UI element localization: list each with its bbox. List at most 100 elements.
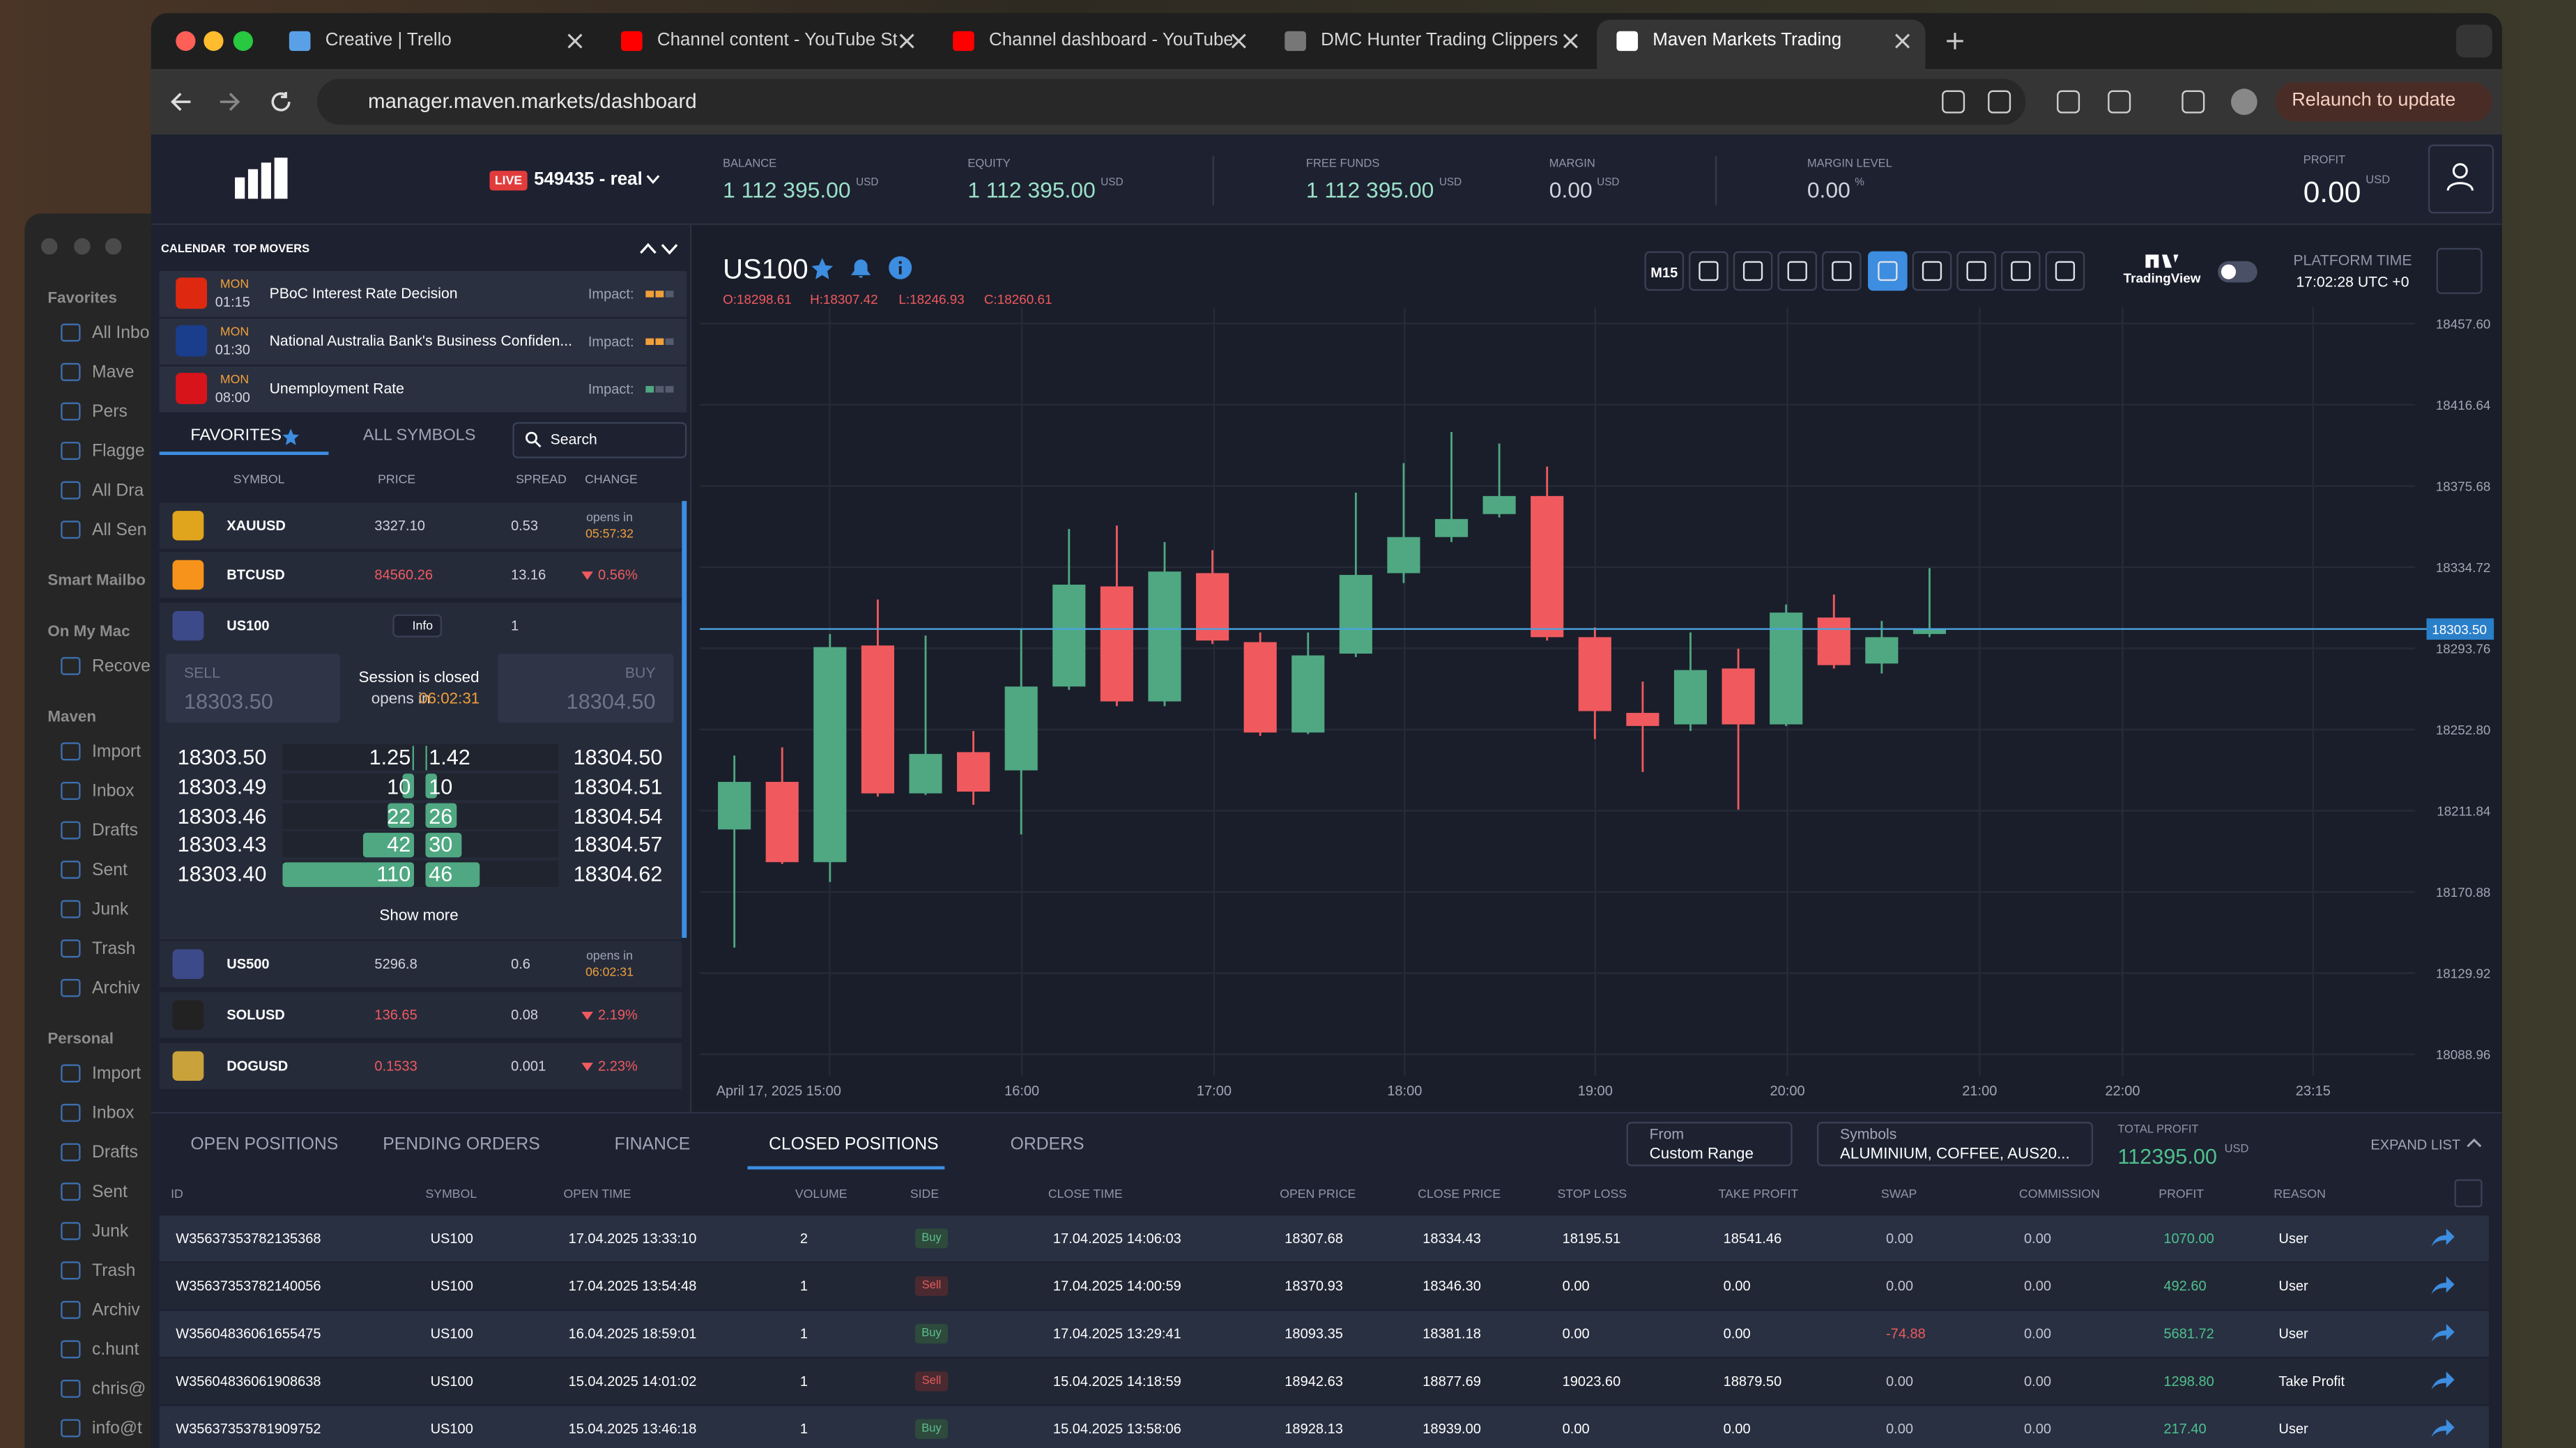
event-row[interactable] <box>159 270 687 317</box>
chart-tool[interactable] <box>1822 251 1862 291</box>
traffic-light[interactable] <box>204 31 224 52</box>
expand-list[interactable]: EXPAND LIST <box>2370 1136 2461 1153</box>
info-badge[interactable] <box>392 614 443 638</box>
mail-folder[interactable]: Sent <box>92 1182 128 1202</box>
mail-folder[interactable]: info@t <box>92 1418 142 1439</box>
tab-menu[interactable] <box>2455 24 2492 58</box>
mail-folder[interactable]: Archiv <box>92 978 140 999</box>
table-header[interactable]: STOP LOSS <box>1557 1186 1627 1201</box>
tab-close[interactable] <box>567 33 583 49</box>
table-header[interactable]: ID <box>171 1186 183 1201</box>
reload[interactable] <box>271 92 291 111</box>
mail-folder[interactable]: Junk <box>92 1222 129 1242</box>
account-caret[interactable] <box>646 175 660 184</box>
search-box[interactable] <box>512 422 687 459</box>
sell-button[interactable] <box>166 654 340 723</box>
chart-tool[interactable] <box>1733 251 1773 291</box>
table-row[interactable] <box>159 1405 2490 1448</box>
table-header[interactable]: COMMISSION <box>2018 1186 2100 1201</box>
toolbar-icon[interactable] <box>2057 90 2080 114</box>
chart-tool[interactable] <box>1912 251 1952 291</box>
mail-folder[interactable]: All Inbo <box>92 323 150 344</box>
mail-folder[interactable]: Inbox <box>92 781 135 801</box>
chart-tool[interactable] <box>2001 251 2041 291</box>
share-icon[interactable] <box>2431 1371 2455 1390</box>
mail-folder[interactable]: Mave <box>92 362 135 383</box>
from-filter[interactable] <box>1626 1121 1793 1166</box>
bottom-tab[interactable]: ORDERS <box>1010 1134 1084 1155</box>
mail-folder[interactable]: Drafts <box>92 820 139 841</box>
show-more[interactable]: Show more <box>379 907 459 925</box>
forward[interactable] <box>220 92 240 111</box>
browser-tab[interactable]: Maven Markets Trading <box>1653 31 1842 50</box>
bottom-tab[interactable]: OPEN POSITIONS <box>190 1134 339 1155</box>
download-button[interactable] <box>2454 1179 2483 1208</box>
chart-tool[interactable] <box>1689 251 1728 291</box>
mail-folder[interactable]: Trash <box>92 939 136 959</box>
mail-folder[interactable]: Junk <box>92 900 129 920</box>
account[interactable]: 549435 - real <box>534 169 643 190</box>
new-tab[interactable] <box>1947 33 1963 49</box>
calendar-tab[interactable]: TOP MOVERS <box>233 244 310 256</box>
calendar-tab[interactable]: CALENDAR <box>161 244 226 256</box>
mail-folder[interactable]: chris@ <box>92 1379 146 1399</box>
symbol-row[interactable] <box>159 550 682 599</box>
table-header[interactable]: REASON <box>2274 1186 2326 1201</box>
tab-close[interactable] <box>1231 33 1246 49</box>
fav-star[interactable] <box>811 258 834 279</box>
user-button[interactable] <box>2428 144 2494 214</box>
info-icon[interactable] <box>889 256 912 279</box>
bell[interactable] <box>851 258 871 279</box>
bottom-tab[interactable]: PENDING ORDERS <box>383 1134 540 1155</box>
bottom-tab[interactable]: FINANCE <box>614 1134 691 1155</box>
watch-tab[interactable]: ALL SYMBOLS <box>362 426 476 445</box>
buy-button[interactable] <box>498 654 674 723</box>
toolbar-icon[interactable] <box>2108 90 2131 114</box>
symbols-filter[interactable] <box>1817 1121 2093 1166</box>
mail-folder[interactable]: Trash <box>92 1261 136 1281</box>
chart-tool[interactable] <box>2045 251 2085 291</box>
share-icon[interactable] <box>2431 1323 2455 1342</box>
table-row[interactable] <box>159 1263 2490 1309</box>
table-header[interactable]: SYMBOL <box>425 1186 477 1201</box>
mail-folder[interactable]: Import <box>92 741 141 762</box>
browser-tab[interactable]: Channel content - YouTube St <box>657 31 898 50</box>
mail-folder[interactable]: Import <box>92 1063 141 1084</box>
table-header[interactable]: CLOSE TIME <box>1048 1186 1123 1201</box>
mail-folder[interactable]: All Sen <box>92 520 147 540</box>
browser-tab[interactable]: Channel dashboard - YouTube <box>989 31 1232 50</box>
bottom-tab[interactable]: CLOSED POSITIONS <box>769 1134 939 1155</box>
table-header[interactable]: PROFIT <box>2159 1186 2205 1201</box>
browser-tab[interactable]: Creative | Trello <box>325 31 452 50</box>
table-header[interactable]: VOLUME <box>795 1186 848 1201</box>
relaunch-button[interactable] <box>2275 82 2492 122</box>
table-header[interactable]: OPEN PRICE <box>1280 1186 1356 1201</box>
chart-tool[interactable] <box>1644 251 1685 291</box>
browser-tab[interactable]: DMC Hunter Trading Clippers <box>1321 31 1558 50</box>
chart-tool[interactable] <box>1777 251 1817 291</box>
mail-folder[interactable]: c.hunt <box>92 1339 139 1360</box>
mail-folder[interactable]: Pers <box>92 401 128 422</box>
mail-folder[interactable]: Inbox <box>92 1103 135 1123</box>
chart-tool[interactable] <box>1868 251 1908 291</box>
event-row[interactable] <box>159 318 687 365</box>
table-header[interactable]: SIDE <box>910 1186 940 1201</box>
symbol-row[interactable] <box>159 940 682 988</box>
share-icon[interactable] <box>2431 1276 2455 1295</box>
expand-caret[interactable] <box>2467 1138 2482 1148</box>
mail-folder[interactable]: Flagge <box>92 441 145 461</box>
symbol-row[interactable] <box>159 991 682 1039</box>
fullscreen[interactable] <box>2436 247 2483 294</box>
mail-folder[interactable]: Recove <box>92 656 151 677</box>
back[interactable] <box>170 92 191 111</box>
mail-folder[interactable]: Drafts <box>92 1142 139 1163</box>
watch-tab[interactable]: FAVORITES <box>190 426 282 445</box>
table-header[interactable]: CLOSE PRICE <box>1418 1186 1501 1201</box>
mail-folder[interactable]: All Dra <box>92 481 144 501</box>
symbol-row[interactable] <box>159 1042 682 1090</box>
toolbar-icon[interactable] <box>1942 90 1965 114</box>
table-row[interactable] <box>159 1215 2490 1262</box>
relaunch[interactable]: Relaunch to update <box>2292 91 2456 111</box>
address-bar[interactable] <box>316 79 2026 125</box>
symbol-row[interactable] <box>159 502 682 550</box>
